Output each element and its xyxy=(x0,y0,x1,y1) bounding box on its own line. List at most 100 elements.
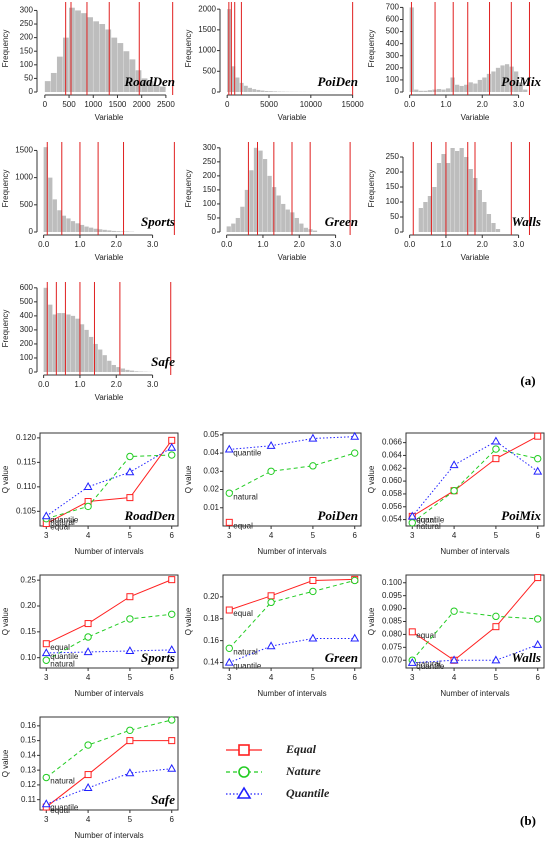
legend-label: Quantile xyxy=(286,786,330,800)
x-tick-label: 6 xyxy=(170,531,175,540)
series-point xyxy=(126,593,134,601)
histogram-bar xyxy=(264,90,269,92)
series-line xyxy=(229,452,355,494)
panel-title: Safe xyxy=(151,792,175,807)
panel-label: (a) xyxy=(520,373,535,388)
y-tick-label: 0 xyxy=(212,227,217,236)
series-point xyxy=(84,741,92,749)
x-tick-label: 4 xyxy=(269,531,274,540)
series-point xyxy=(41,648,51,657)
x-tick-label: 2.0 xyxy=(477,100,489,109)
series-line xyxy=(46,579,172,645)
histogram-bar xyxy=(129,59,136,92)
y-tick-label: 0.25 xyxy=(20,575,36,584)
histogram-bar xyxy=(253,147,259,232)
series-point xyxy=(83,647,93,656)
y-tick-label: 50 xyxy=(24,74,33,83)
series-point xyxy=(126,737,134,745)
series-point xyxy=(125,768,135,777)
series-label: natural xyxy=(233,647,258,656)
series-point xyxy=(351,449,359,457)
y-tick-label: 0 xyxy=(212,87,217,96)
series-line xyxy=(229,578,355,611)
y-axis-label: Q value xyxy=(184,607,193,635)
panel-title: Green xyxy=(325,214,358,229)
x-tick-label: 1500 xyxy=(109,100,127,109)
series-label: quantile xyxy=(233,662,262,671)
series-point xyxy=(41,799,51,808)
histogram-bar xyxy=(414,89,419,92)
histogram-bar xyxy=(450,77,455,92)
histogram-bar xyxy=(89,227,94,232)
y-tick-label: 0.064 xyxy=(382,451,403,460)
histogram-panel: 0 50 100 150 200 250 300 0.0 1.0 2.0 3.0 Variable Fr… xyxy=(184,142,358,262)
series-line xyxy=(45,719,172,778)
histogram-bar xyxy=(57,210,62,232)
series-point xyxy=(308,633,318,642)
x-tick-label: 3 xyxy=(44,815,49,824)
plot-frame xyxy=(222,574,362,669)
y-tick-label: 0.14 xyxy=(20,750,36,759)
x-tick-label: 1.0 xyxy=(440,100,452,109)
y-tick-label: 300 xyxy=(386,51,400,60)
histogram-bar xyxy=(427,90,433,92)
plot-frame xyxy=(405,432,545,527)
y-axis-label: Frequency xyxy=(184,170,193,208)
x-tick-label: 4 xyxy=(86,531,91,540)
line-panel: 0.070 0.075 0.080 0.085 0.090 0.095 0.100 3 4 5 6 N… xyxy=(367,574,545,698)
histogram-panel: 0 50 100 150 200 250 300 0 500 1000 1500 2000 2500 Va… xyxy=(1,2,175,122)
panel-label: (b) xyxy=(520,813,536,828)
series-point xyxy=(267,598,275,607)
series-line xyxy=(45,447,172,517)
series-line xyxy=(229,637,355,663)
x-tick-label: 5000 xyxy=(260,100,278,109)
panel-title: Sports xyxy=(141,650,175,665)
panel-title: PoiMix xyxy=(501,508,541,523)
histogram-bar xyxy=(134,371,139,372)
x-axis-label: Variable xyxy=(95,253,124,262)
histogram-bar xyxy=(129,370,135,372)
y-tick-label: 0.070 xyxy=(382,655,403,664)
histogram-bar xyxy=(436,163,442,232)
x-tick-label: 2500 xyxy=(157,100,175,109)
histogram-bar xyxy=(273,91,278,92)
series-point xyxy=(450,607,458,615)
histogram-bar xyxy=(141,78,148,92)
series-line xyxy=(411,440,539,517)
histogram-bar xyxy=(450,148,455,232)
series-point xyxy=(267,592,275,600)
x-tick-label: 6 xyxy=(536,531,541,540)
y-tick-label: 0.04 xyxy=(203,448,219,457)
histogram-bar xyxy=(61,313,67,372)
y-tick-label: 0.105 xyxy=(16,506,37,515)
y-axis-label: Q value xyxy=(1,607,10,635)
series-point xyxy=(491,436,501,445)
y-tick-label: 0 xyxy=(395,227,400,236)
series-point xyxy=(350,431,360,440)
histogram-bar xyxy=(147,81,154,92)
y-axis-label: Frequency xyxy=(367,30,376,68)
y-axis-label: Frequency xyxy=(1,30,10,68)
histogram-bar xyxy=(495,67,501,92)
histogram-bar xyxy=(523,89,528,92)
y-tick-label: 0.14 xyxy=(203,658,219,667)
series-point xyxy=(407,658,417,666)
histogram-bar xyxy=(312,230,318,232)
y-tick-label: 200 xyxy=(386,167,400,176)
y-tick-label: 250 xyxy=(20,19,34,28)
histogram-bar xyxy=(459,85,464,92)
series-label: equal xyxy=(233,521,253,530)
histogram-bar xyxy=(256,89,261,92)
histogram-bar xyxy=(111,37,118,92)
histogram-bar xyxy=(423,202,428,232)
series-point xyxy=(84,620,92,628)
histogram-bar xyxy=(276,195,281,232)
histogram-bar xyxy=(423,90,428,92)
x-tick-label: 0.0 xyxy=(38,380,50,389)
histogram-bar xyxy=(226,226,231,232)
plot-frame xyxy=(222,432,362,527)
y-tick-label: 0.03 xyxy=(203,466,219,475)
series-point xyxy=(534,432,542,440)
series-point xyxy=(125,467,135,476)
